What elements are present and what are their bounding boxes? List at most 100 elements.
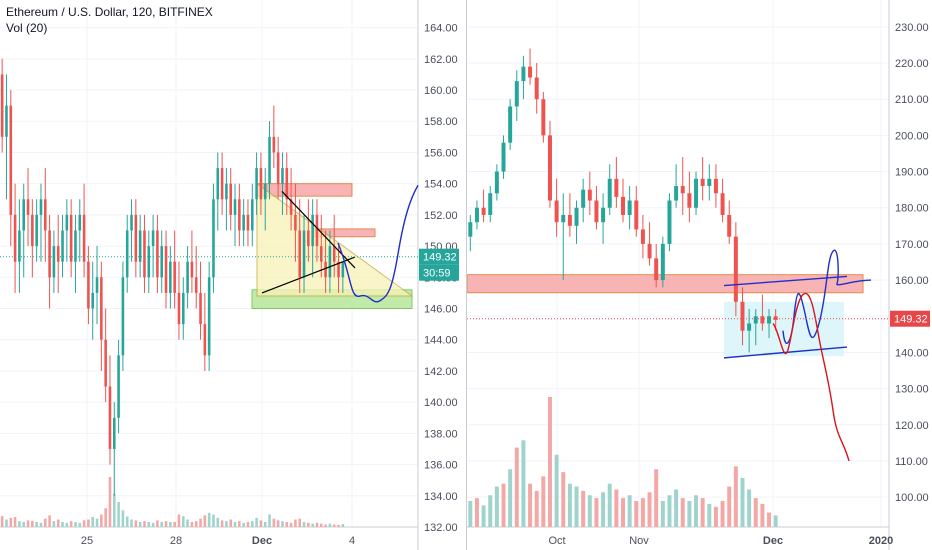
volume-bar <box>220 520 224 527</box>
candle-body <box>567 214 572 226</box>
candle-body <box>220 168 224 200</box>
volume-bar <box>147 522 151 527</box>
volume-bar <box>164 521 168 527</box>
candle-body <box>108 386 112 449</box>
left-chart-panel[interactable]: Ethereum / U.S. Dollar, 120, BITFINEX Vo… <box>0 0 466 550</box>
candle-body <box>18 230 21 262</box>
volume-bar <box>319 523 323 527</box>
volume-bar <box>307 522 310 527</box>
candle-body <box>26 199 30 215</box>
candle-body <box>229 183 233 215</box>
candle-body <box>767 316 772 324</box>
volume-bar <box>660 501 665 527</box>
volume-bar <box>207 512 211 527</box>
candle-body <box>315 214 319 247</box>
candle-body <box>289 199 293 215</box>
candle-body <box>294 214 297 231</box>
y-tick-label: 152.00 <box>424 210 458 222</box>
projected-path <box>337 184 419 303</box>
candle-body <box>216 168 220 200</box>
volume-bar <box>647 492 652 527</box>
candle-body <box>164 246 168 293</box>
candle-body <box>324 261 327 278</box>
candle-body <box>22 199 26 231</box>
candle-body <box>5 105 8 137</box>
candle-body <box>534 77 539 100</box>
candle-body <box>160 246 164 278</box>
candle-body <box>194 277 198 293</box>
candle-body <box>56 246 60 262</box>
volume-bar <box>48 515 51 527</box>
right-price-chart[interactable]: 100.00110.00120.00130.00140.00150.00160.… <box>467 0 932 550</box>
candle-body <box>143 230 146 278</box>
candle-body <box>654 258 659 281</box>
y-tick-label: 142.00 <box>424 366 458 378</box>
candle-body <box>151 230 155 247</box>
volume-bar <box>108 477 112 527</box>
candle-body <box>541 99 546 136</box>
candle-body <box>574 207 579 226</box>
volume-bar <box>117 502 120 527</box>
candle-body <box>43 199 47 231</box>
x-tick-label: Nov <box>629 535 649 547</box>
candle-body <box>95 277 99 293</box>
candle-body <box>494 171 499 194</box>
volume-bar <box>138 522 142 527</box>
right-chart-panel[interactable]: 100.00110.00120.00130.00140.00150.00160.… <box>466 0 932 550</box>
candle-body <box>468 222 473 237</box>
candle-body <box>263 183 267 200</box>
candle-body <box>238 199 241 231</box>
candle-body <box>39 199 43 215</box>
volume-bar <box>43 518 47 527</box>
left-price-chart[interactable]: 132.00 134.00 136.00 138.00 140.00 142.00 144.… <box>0 0 466 550</box>
candle-body <box>272 136 276 153</box>
y-tick-label: 144.00 <box>424 335 458 347</box>
volume-bar <box>311 523 314 527</box>
y-tick-label: 130.00 <box>895 384 929 396</box>
volume-bar <box>143 521 146 527</box>
candle-body <box>481 207 486 215</box>
volume-bar <box>773 515 778 527</box>
volume-bar <box>332 524 336 527</box>
volume-bar <box>594 498 599 527</box>
volume-bar <box>216 517 220 527</box>
y-tick-label: 160.00 <box>895 275 929 287</box>
candle-body <box>694 178 699 208</box>
volume-bar <box>601 492 606 527</box>
volume-bar <box>687 501 692 527</box>
y-tick-label: 180.00 <box>895 203 929 215</box>
last-price-badge <box>419 248 459 265</box>
volume-bar <box>474 498 479 527</box>
candle-body <box>474 207 479 223</box>
candle-body <box>0 74 4 137</box>
volume-bar <box>199 518 202 527</box>
y-tick-label: 136.00 <box>424 460 458 472</box>
volume-bar <box>587 495 592 527</box>
candle-body <box>281 168 284 184</box>
candle-body <box>561 214 566 223</box>
x-tick-label: Dec <box>252 535 272 547</box>
y-tick-label: 120.00 <box>895 420 929 432</box>
volume-bar <box>767 512 772 527</box>
y-tick-label: 110.00 <box>895 456 928 468</box>
candle-body <box>104 339 107 387</box>
candle-body <box>614 178 619 197</box>
candle-body <box>259 168 263 200</box>
chart-legend: Ethereum / U.S. Dollar, 120, BITFINEX Vo… <box>6 4 213 36</box>
candle-body <box>514 81 519 107</box>
volume-bar <box>203 515 207 527</box>
volume-bar <box>35 522 38 527</box>
candle-body <box>554 200 559 223</box>
candle-body <box>621 196 625 215</box>
volume-bar <box>534 490 539 527</box>
y-tick-label: 146.00 <box>424 304 458 316</box>
volume-bar <box>341 524 345 527</box>
candle-body <box>660 243 665 281</box>
candle-body <box>78 214 82 231</box>
volume-bar <box>31 520 34 527</box>
volume-bar <box>112 493 116 527</box>
volume-bar <box>554 454 559 527</box>
volume-bar <box>263 522 267 527</box>
volume-bar <box>674 489 679 527</box>
volume-bar <box>82 520 86 527</box>
